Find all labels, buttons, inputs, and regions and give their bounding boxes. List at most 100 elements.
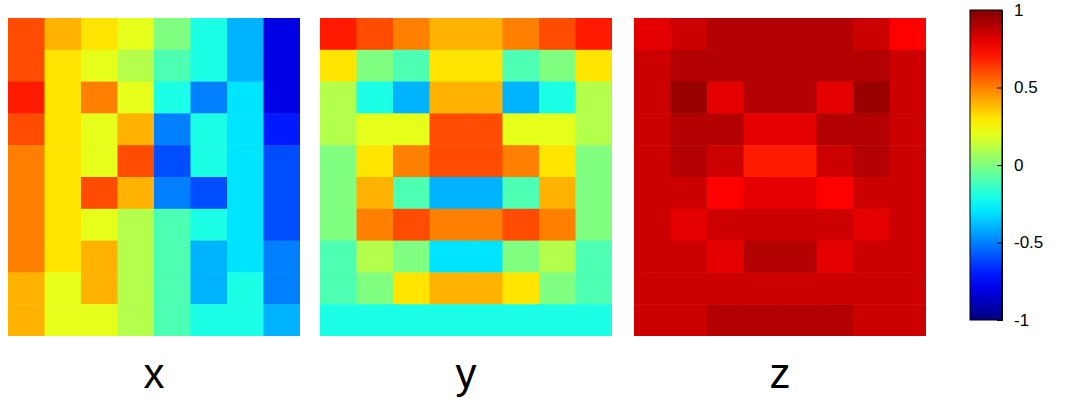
heatmap-cell: [890, 304, 927, 336]
colorbar: [970, 10, 1002, 320]
heatmap-cell: [853, 272, 890, 304]
heatmap-cell: [466, 241, 503, 273]
heatmap-cell: [357, 209, 394, 241]
heatmap-cell: [707, 304, 744, 336]
heatmap-cell: [154, 82, 191, 114]
tick-label: -0.5: [1014, 233, 1043, 252]
heatmap-cell: [264, 177, 301, 209]
panel-label: z: [770, 350, 791, 397]
heatmap-cell: [744, 113, 781, 145]
heatmap-cell: [466, 177, 503, 209]
heatmap-cell: [320, 241, 357, 273]
tick-label: 0.5: [1014, 78, 1038, 97]
heatmap-cell: [393, 50, 430, 82]
heatmap-cell: [81, 113, 118, 145]
heatmap-cell: [817, 18, 854, 50]
heatmap-cell: [118, 304, 155, 336]
heatmap-cell: [817, 113, 854, 145]
heatmap-cell: [707, 82, 744, 114]
heatmap-cell: [817, 177, 854, 209]
heatmap-cell: [393, 113, 430, 145]
heatmap-cell: [576, 209, 613, 241]
heatmap-cell: [430, 304, 467, 336]
heatmap-cell: [890, 209, 927, 241]
heatmap-cell: [539, 145, 576, 177]
heatmap-cell: [466, 113, 503, 145]
heatmap-cell: [853, 209, 890, 241]
heatmap-cell: [430, 82, 467, 114]
heatmap-cell: [671, 272, 708, 304]
heatmap-cell: [154, 177, 191, 209]
chart: xyz10.50-0.5-1: [0, 0, 1080, 399]
heatmap-cell: [393, 18, 430, 50]
heatmap-cell: [118, 113, 155, 145]
heatmap-cell: [539, 304, 576, 336]
heatmap-cell: [430, 177, 467, 209]
heatmap-cell: [466, 272, 503, 304]
heatmap-cell: [118, 82, 155, 114]
heatmap-cell: [320, 209, 357, 241]
heatmap-cell: [539, 177, 576, 209]
heatmap-cell: [227, 113, 264, 145]
heatmap-cell: [393, 304, 430, 336]
heatmap-cell: [780, 113, 817, 145]
heatmap-cell: [264, 209, 301, 241]
heatmap-cell: [393, 145, 430, 177]
heatmap-cell: [576, 82, 613, 114]
heatmap-cell: [671, 113, 708, 145]
heatmap-cell: [191, 18, 228, 50]
heatmap-cell: [890, 50, 927, 82]
heatmap-cell: [707, 177, 744, 209]
panel-label: y: [456, 350, 477, 397]
heatmap-cell: [320, 272, 357, 304]
heatmap-cell: [634, 113, 671, 145]
heatmap-cell: [503, 241, 540, 273]
heatmap-cell: [357, 241, 394, 273]
heatmap-cell: [634, 50, 671, 82]
heatmap-cell: [503, 82, 540, 114]
heatmap-cell: [634, 241, 671, 273]
heatmap-cell: [817, 145, 854, 177]
heatmap-cell: [853, 304, 890, 336]
heatmap-cell: [8, 50, 45, 82]
heatmap-cell: [780, 18, 817, 50]
heatmap-cell: [817, 272, 854, 304]
heatmap-cell: [707, 209, 744, 241]
heatmap-cell: [576, 304, 613, 336]
heatmap-cell: [81, 145, 118, 177]
heatmap-cell: [780, 145, 817, 177]
heatmap-cell: [744, 82, 781, 114]
heatmap-cell: [227, 50, 264, 82]
heatmap-cell: [191, 304, 228, 336]
heatmap-cell: [780, 304, 817, 336]
heatmap-cell: [8, 113, 45, 145]
heatmap-panel: [8, 18, 300, 336]
heatmap-cell: [320, 18, 357, 50]
heatmap-panel: [320, 18, 612, 336]
heatmap-cell: [780, 82, 817, 114]
heatmap-cell: [671, 82, 708, 114]
heatmap-cell: [320, 145, 357, 177]
heatmap-cell: [744, 241, 781, 273]
heatmap-cell: [45, 145, 82, 177]
heatmap-cell: [539, 82, 576, 114]
heatmap-cell: [634, 177, 671, 209]
tick: 1: [997, 1, 1023, 20]
heatmap-cell: [817, 304, 854, 336]
heatmap-cell: [227, 82, 264, 114]
heatmap-cell: [191, 113, 228, 145]
heatmap-cell: [8, 18, 45, 50]
heatmap-cell: [393, 241, 430, 273]
heatmap-cell: [744, 18, 781, 50]
heatmap-cell: [503, 177, 540, 209]
heatmap-cell: [634, 209, 671, 241]
heatmap-cell: [539, 209, 576, 241]
heatmap-cell: [264, 82, 301, 114]
heatmap-cell: [357, 145, 394, 177]
heatmap-cell: [817, 241, 854, 273]
heatmap-cell: [634, 18, 671, 50]
heatmap-cell: [154, 145, 191, 177]
heatmap-cell: [466, 145, 503, 177]
heatmap-cell: [634, 272, 671, 304]
heatmap-cell: [393, 82, 430, 114]
